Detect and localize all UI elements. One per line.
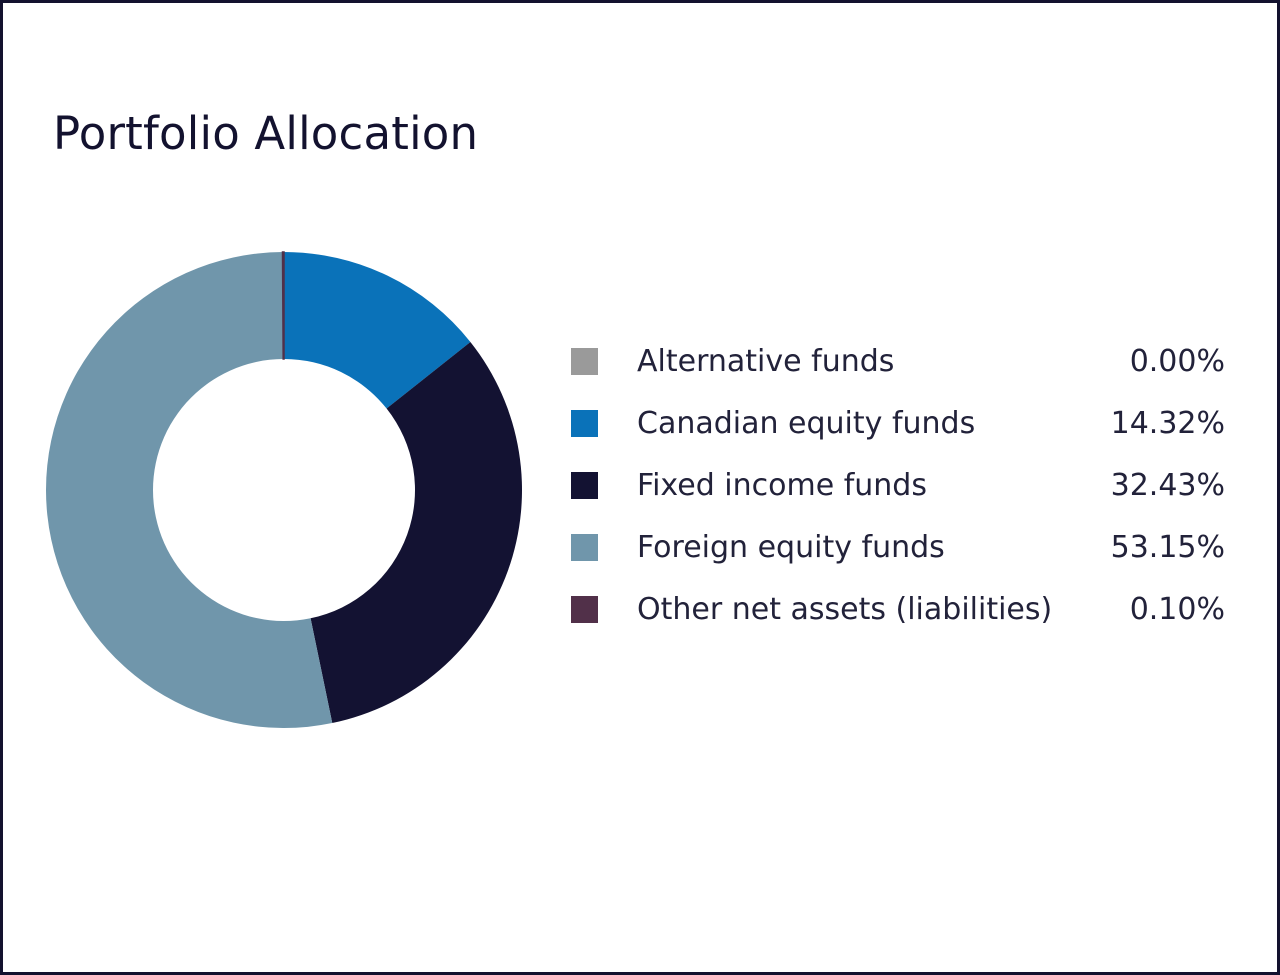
donut-slice-foreign-equity-funds (45, 252, 333, 728)
legend-swatch (571, 596, 598, 623)
legend-label: Foreign equity funds (637, 530, 945, 565)
legend-value: 14.32% (1110, 406, 1225, 441)
legend-swatch (571, 534, 598, 561)
legend-item-canadian-equity-funds: Canadian equity funds 14.32% (569, 396, 1229, 458)
donut-slice-other-net-assets-liabilities (281, 251, 285, 360)
legend-swatch (571, 410, 598, 437)
legend-item-other-net-assets: Other net assets (liabilities) 0.10% (569, 582, 1229, 644)
legend-value: 32.43% (1110, 468, 1225, 503)
legend-value: 53.15% (1110, 530, 1225, 565)
legend-label: Other net assets (liabilities) (637, 592, 1053, 627)
donut-chart (45, 251, 522, 728)
legend-item-alternative-funds: Alternative funds 0.00% (569, 334, 1229, 396)
legend-swatch (571, 348, 598, 375)
legend-value: 0.00% (1129, 344, 1225, 379)
legend-item-foreign-equity-funds: Foreign equity funds 53.15% (569, 520, 1229, 582)
legend-item-fixed-income-funds: Fixed income funds 32.43% (569, 458, 1229, 520)
legend-label: Canadian equity funds (637, 406, 976, 441)
legend-label: Alternative funds (637, 344, 895, 379)
legend-swatch (571, 472, 598, 499)
donut-slice-canadian-equity-funds (284, 252, 471, 409)
chart-legend: Alternative funds 0.00% Canadian equity … (569, 334, 1229, 644)
legend-value: 0.10% (1129, 592, 1225, 627)
legend-label: Fixed income funds (637, 468, 927, 503)
donut-slice-fixed-income-funds (310, 342, 522, 724)
chart-title: Portfolio Allocation (53, 107, 479, 160)
